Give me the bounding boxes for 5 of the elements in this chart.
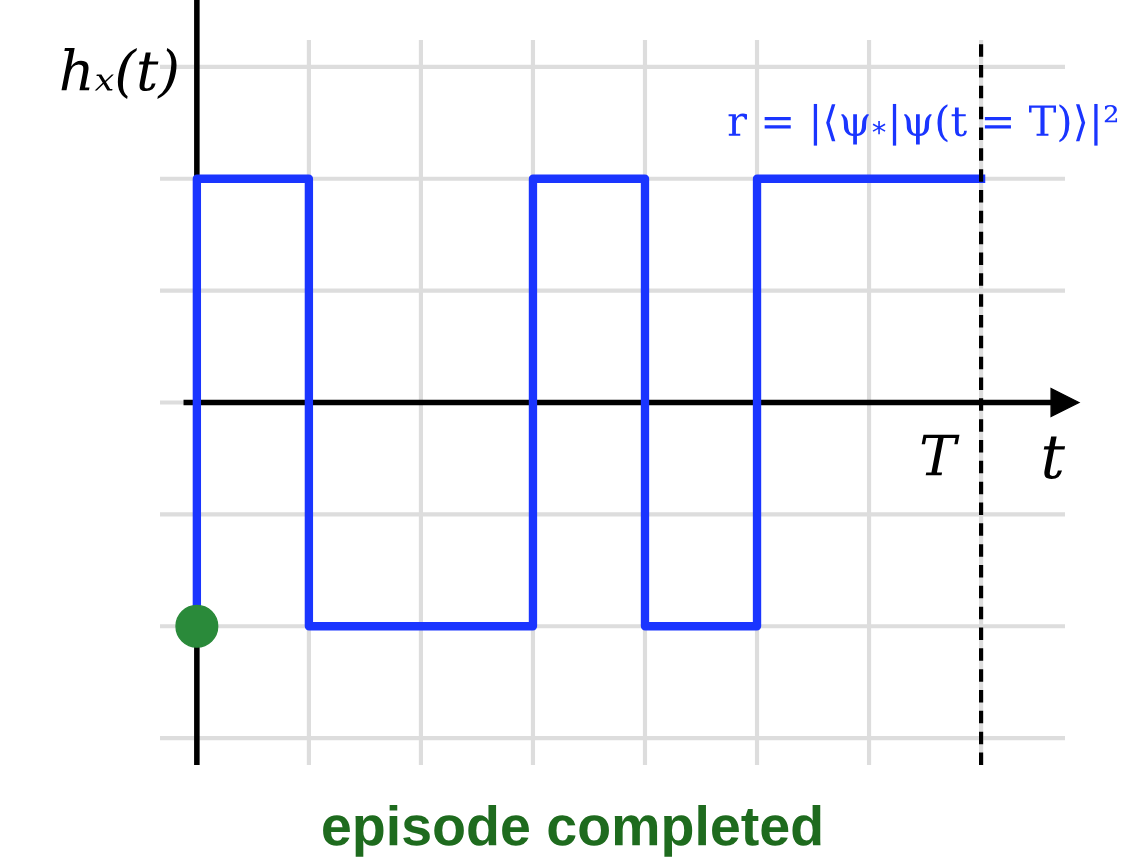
text: r = |⟨ψ$_{*}$|ψ(t = T)⟩|²	[728, 103, 1118, 146]
y-axis-title: hₓ(t)	[61, 48, 177, 99]
x-axis-title: t	[1043, 436, 1066, 479]
annotation: T	[921, 434, 960, 476]
text: episode completed	[323, 804, 821, 857]
